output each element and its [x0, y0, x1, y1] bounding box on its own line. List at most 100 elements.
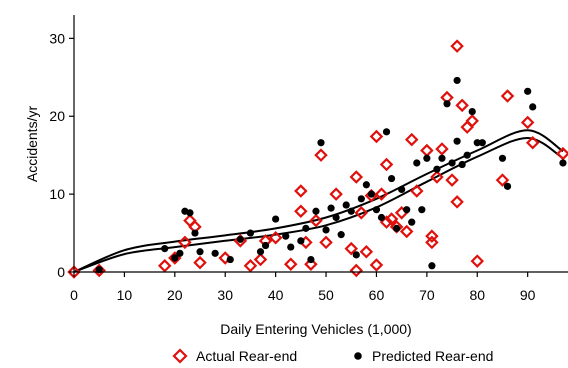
predicted-point	[438, 154, 446, 162]
predicted-point	[332, 213, 340, 222]
actual-point	[556, 146, 568, 161]
actual-point	[379, 157, 394, 172]
x-tick-label: 70	[419, 287, 435, 303]
predicted-point	[362, 181, 370, 189]
fitted-curves	[73, 129, 564, 273]
x-tick-label: 40	[268, 287, 284, 303]
predicted-point	[287, 243, 295, 251]
actual-point	[495, 173, 510, 187]
actual-point	[283, 257, 298, 271]
actual-point	[374, 187, 389, 201]
actual-point	[243, 259, 258, 273]
predicted-point	[161, 245, 169, 253]
actual-point	[435, 142, 449, 156]
predicted-point	[256, 248, 265, 256]
actual-point	[430, 170, 444, 184]
x-tick-label: 0	[70, 287, 78, 303]
actual-point	[294, 204, 308, 219]
actual-point	[319, 235, 333, 250]
fit-curve-1	[73, 129, 564, 273]
predicted-point	[433, 165, 441, 173]
predicted-point	[498, 154, 507, 162]
actual-point	[253, 252, 268, 267]
predicted-point	[408, 218, 416, 226]
actual-point	[520, 115, 535, 130]
legend-actual-label: Actual Rear-end	[196, 348, 297, 364]
legend-predicted-label: Predicted Rear-end	[372, 348, 493, 364]
actual-point	[399, 224, 414, 239]
actual-point	[218, 251, 232, 265]
predicted-point	[327, 204, 335, 212]
predicted-point	[443, 100, 451, 108]
actual-point	[193, 255, 207, 270]
predicted-point	[196, 248, 204, 256]
axes: 0 10 20 30 0 10 20 30 40 50 60 70 80 90	[49, 15, 568, 303]
actual-point	[425, 229, 439, 243]
predicted-point	[524, 87, 532, 95]
predicted-point	[428, 262, 436, 270]
x-tick-label: 90	[520, 287, 536, 303]
actual-point	[354, 206, 369, 220]
actual-point	[420, 143, 434, 158]
y-tick-label: 20	[49, 108, 65, 124]
actual-point	[410, 184, 424, 198]
y-tick-label: 0	[57, 264, 65, 280]
predicted-point	[423, 154, 431, 162]
predicted-point	[246, 229, 255, 237]
legend-predicted-marker	[354, 352, 362, 360]
predicted-point	[261, 241, 270, 250]
actual-point	[465, 114, 479, 128]
x-tick-label: 10	[117, 287, 133, 303]
predicted-point	[226, 255, 234, 264]
predicted-point	[418, 206, 426, 214]
predicted-point	[503, 182, 512, 190]
actual-point	[389, 220, 404, 234]
actual-point	[445, 173, 459, 187]
predicted-point	[357, 195, 365, 203]
predicted-point	[398, 185, 406, 194]
legend: Actual Rear-end Predicted Rear-end	[172, 348, 493, 364]
actual-point	[450, 195, 464, 209]
predicted-point	[236, 235, 244, 243]
axis-title-mask	[60, 306, 568, 323]
actual-point	[349, 170, 364, 184]
predicted-point	[559, 159, 567, 167]
x-tick-label: 30	[217, 287, 233, 303]
predicted-point	[473, 139, 481, 147]
predicted-point	[317, 139, 325, 147]
predicted-point	[297, 237, 305, 245]
predicted-point	[372, 206, 381, 214]
predicted-point	[367, 190, 376, 198]
predicted-point	[352, 251, 360, 259]
y-axis-title: Accidents/yr	[24, 106, 40, 183]
predicted-point	[322, 226, 330, 234]
predicted-point	[191, 229, 199, 237]
actual-point	[304, 257, 318, 271]
predicted-point	[272, 215, 280, 223]
actual-point	[157, 259, 172, 273]
predicted-point	[448, 159, 456, 167]
predicted-point	[171, 254, 179, 262]
predicted-point	[312, 207, 320, 215]
y-tick-label: 10	[49, 186, 65, 202]
actual-point	[455, 98, 469, 113]
actual-point	[525, 135, 540, 150]
actual-point	[450, 39, 464, 53]
actual-series	[67, 39, 568, 279]
y-tick-label: 30	[49, 30, 65, 46]
x-tick-label: 20	[167, 287, 183, 303]
actual-point	[178, 235, 192, 250]
x-tick-label: 50	[318, 287, 334, 303]
predicted-point	[468, 107, 476, 116]
predicted-point	[393, 224, 401, 232]
actual-point	[314, 148, 328, 162]
actual-point	[369, 258, 384, 272]
predicted-point	[458, 160, 466, 169]
predicted-point	[382, 128, 391, 136]
actual-point	[425, 235, 439, 250]
predicted-point	[529, 103, 537, 111]
actual-point	[470, 254, 485, 268]
predicted-point	[347, 207, 355, 215]
predicted-point	[186, 209, 194, 217]
